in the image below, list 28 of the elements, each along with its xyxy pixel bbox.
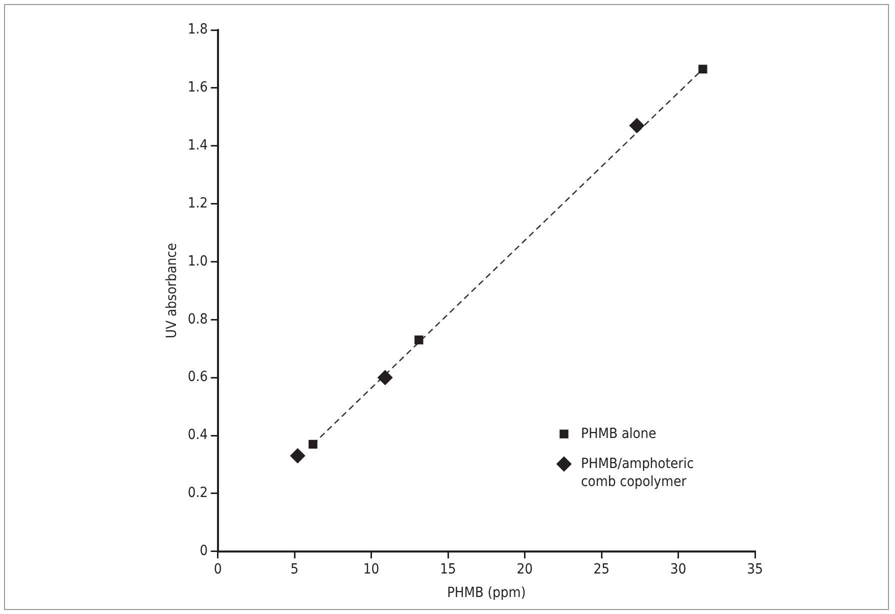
- y-tick-label: 1.8: [188, 22, 208, 38]
- y-tick-label: 0.8: [188, 311, 208, 328]
- point: [698, 64, 708, 74]
- y-tick-label: 0.6: [188, 369, 208, 386]
- y-tick-label: 0.4: [188, 427, 208, 444]
- y-tick-label: 1.4: [188, 138, 208, 154]
- x-tick-label: 20: [516, 561, 533, 578]
- y-axis-title: UV absorbance: [164, 242, 180, 338]
- x-tick-label: 15: [440, 561, 456, 578]
- x-tick-label: 10: [363, 561, 380, 578]
- x-tick-label: 30: [670, 561, 686, 578]
- point: [308, 440, 318, 449]
- point: [414, 336, 424, 344]
- y-tick-label: 1.0: [188, 253, 208, 270]
- legend-label: PHMB/amphoteric comb copolymer: [581, 455, 695, 491]
- x-tick-label: 0: [214, 561, 222, 578]
- y-tick-label: 0: [200, 543, 208, 560]
- y-tick-label: 0.2: [188, 485, 208, 502]
- x-tick-label: 35: [746, 561, 764, 578]
- y-tick-label: 1.6: [188, 80, 208, 96]
- legend-label: PHMB alone: [581, 425, 658, 443]
- y-tick-label: 1.2: [188, 195, 208, 212]
- x-axis-title: PHMB (ppm): [447, 585, 526, 602]
- point: [290, 448, 306, 464]
- point: [378, 370, 393, 386]
- point: [629, 118, 644, 134]
- x-tick-label: 25: [594, 561, 610, 578]
- x-tick-label: 5: [290, 561, 299, 578]
